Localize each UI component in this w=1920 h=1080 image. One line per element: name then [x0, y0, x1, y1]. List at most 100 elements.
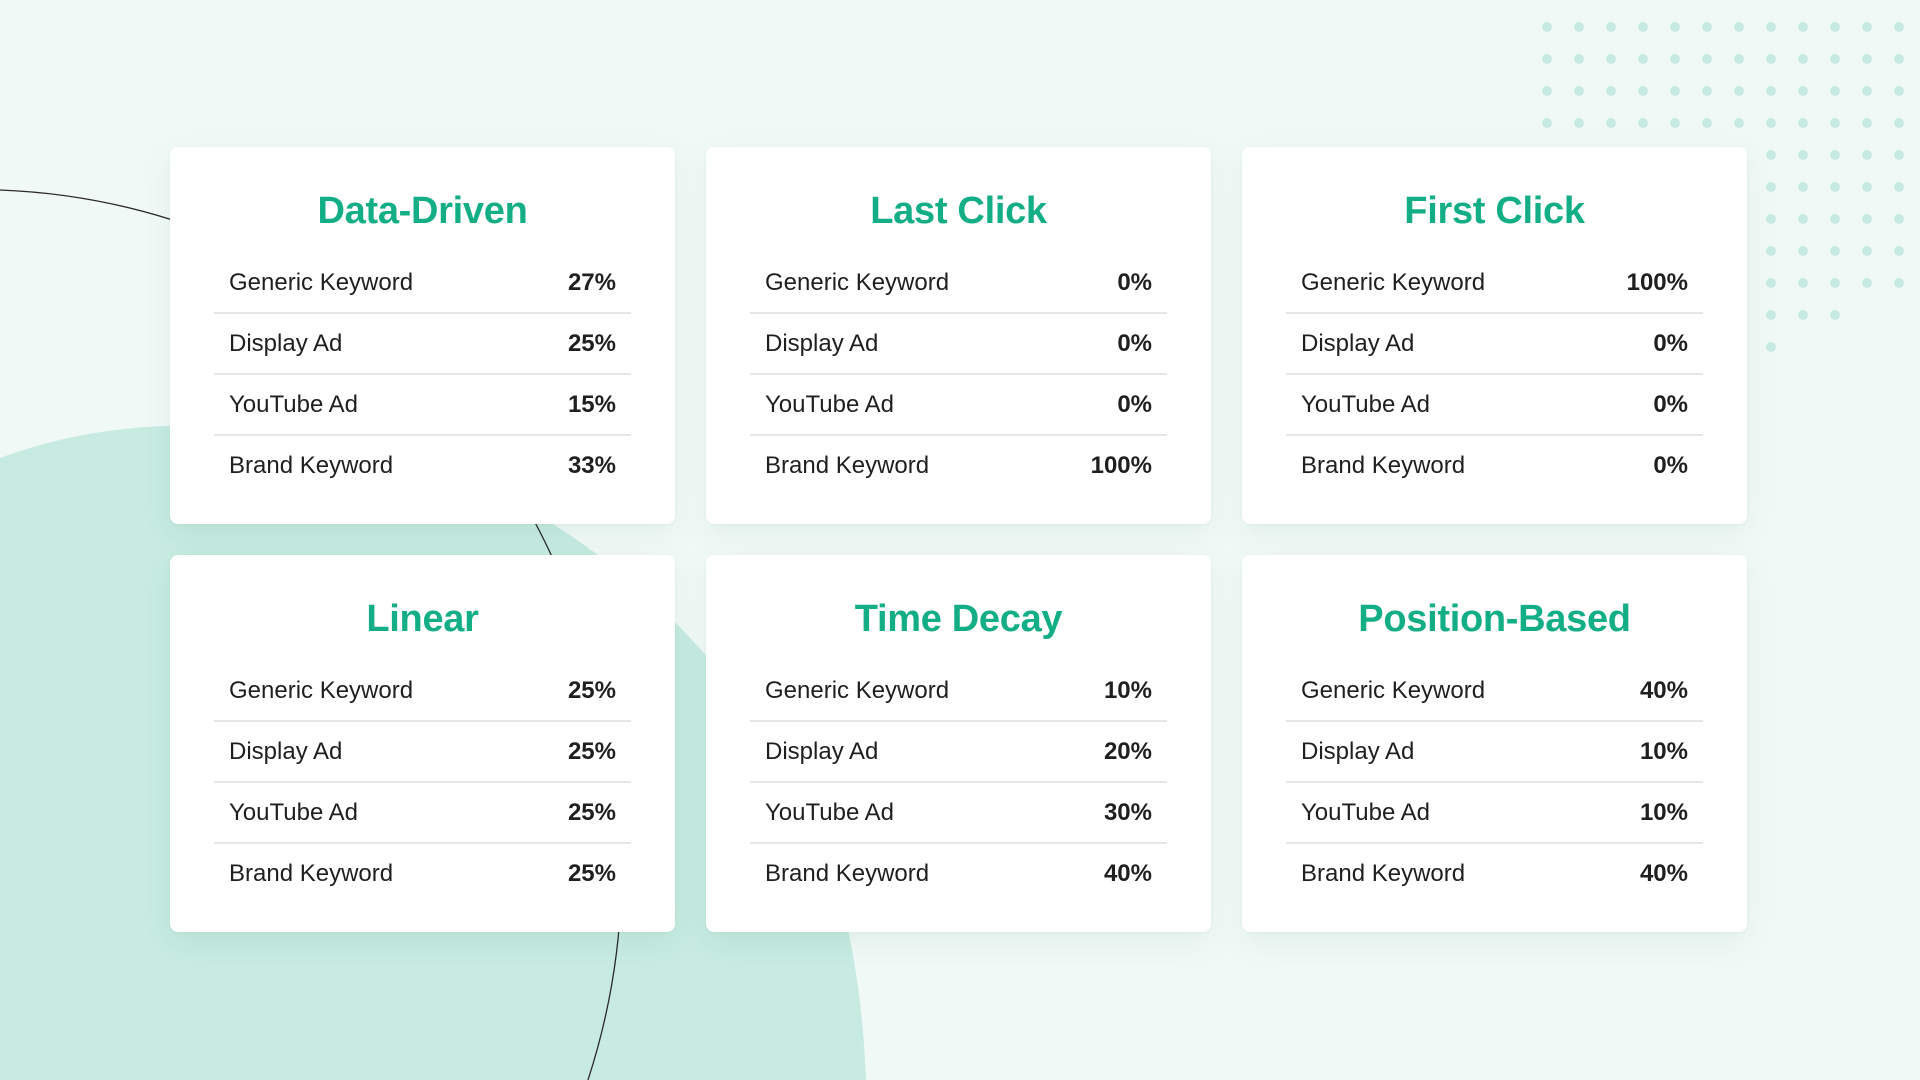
decor-dot	[1830, 246, 1840, 256]
channel-row: Brand Keyword 40%	[1286, 844, 1703, 903]
decor-dot	[1670, 22, 1680, 32]
decor-dot	[1894, 22, 1904, 32]
decor-dot	[1606, 86, 1616, 96]
decor-dot	[1830, 214, 1840, 224]
decor-dot	[1830, 310, 1840, 320]
channel-share: 10%	[1639, 737, 1688, 765]
channel-row: Brand Keyword 0%	[1286, 436, 1703, 495]
channel-label: YouTube Ad	[765, 390, 895, 418]
decor-dot	[1798, 214, 1808, 224]
decor-dot	[1766, 182, 1776, 192]
channel-row: YouTube Ad 25%	[214, 783, 631, 844]
channel-list: Generic Keyword 27% Display Ad 25% YouTube…	[214, 253, 631, 495]
decor-dot	[1766, 278, 1776, 288]
channel-label: YouTube Ad	[765, 798, 895, 826]
decor-dot	[1542, 22, 1552, 32]
channel-label: Brand Keyword	[1301, 859, 1466, 887]
decor-dot	[1734, 118, 1744, 128]
decor-dot	[1734, 54, 1744, 64]
channel-list: Generic Keyword 40% Display Ad 10% YouTube…	[1286, 661, 1703, 903]
channel-row: YouTube Ad 0%	[1286, 375, 1703, 436]
decor-dot	[1862, 54, 1872, 64]
decor-dot	[1574, 22, 1584, 32]
decor-dot	[1798, 182, 1808, 192]
decor-dot	[1894, 214, 1904, 224]
channel-label: Display Ad	[229, 329, 343, 357]
decor-dot	[1638, 22, 1648, 32]
decor-dot	[1830, 22, 1840, 32]
channel-share: 0%	[1653, 390, 1688, 418]
model-card-data-driven: Data-Driven Generic Keyword 27% Display A…	[170, 147, 675, 524]
channel-share: 40%	[1639, 676, 1688, 704]
decor-dot	[1542, 54, 1552, 64]
decor-dot	[1862, 214, 1872, 224]
decor-dot	[1894, 118, 1904, 128]
channel-row: YouTube Ad 15%	[214, 375, 631, 436]
channel-row: Generic Keyword 40%	[1286, 661, 1703, 722]
decor-dot	[1894, 278, 1904, 288]
model-title: Position-Based	[1358, 598, 1631, 640]
channel-label: Display Ad	[1301, 329, 1415, 357]
decor-dot	[1862, 150, 1872, 160]
decor-dot	[1702, 54, 1712, 64]
model-card-last-click: Last Click Generic Keyword 0% Display Ad 0…	[706, 147, 1211, 524]
attribution-models-grid: Data-Driven Generic Keyword 27% Display A…	[170, 147, 1750, 933]
channel-row: YouTube Ad 10%	[1286, 783, 1703, 844]
channel-row: Display Ad 0%	[750, 314, 1167, 375]
channel-row: Display Ad 0%	[1286, 314, 1703, 375]
channel-share: 40%	[1639, 859, 1688, 887]
decor-dot	[1766, 310, 1776, 320]
channel-share: 0%	[1117, 329, 1152, 357]
decor-dot	[1638, 86, 1648, 96]
channel-row: Brand Keyword 40%	[750, 844, 1167, 903]
decor-dot	[1894, 182, 1904, 192]
channel-row: Brand Keyword 100%	[750, 436, 1167, 495]
decor-dot	[1638, 54, 1648, 64]
decor-dot	[1574, 118, 1584, 128]
channel-share: 30%	[1103, 798, 1152, 826]
decor-dot	[1766, 246, 1776, 256]
decor-dot	[1574, 54, 1584, 64]
decor-dot	[1702, 22, 1712, 32]
channel-share: 15%	[567, 390, 616, 418]
decor-dot	[1766, 54, 1776, 64]
decor-dot	[1862, 22, 1872, 32]
decor-dot	[1542, 118, 1552, 128]
decor-dot	[1798, 118, 1808, 128]
decor-dot	[1798, 86, 1808, 96]
decor-dot	[1894, 54, 1904, 64]
channel-row: Generic Keyword 27%	[214, 253, 631, 314]
decor-dot	[1894, 86, 1904, 96]
decor-dot	[1734, 86, 1744, 96]
channel-share: 25%	[567, 859, 616, 887]
channel-label: Generic Keyword	[765, 676, 950, 704]
channel-label: Brand Keyword	[765, 859, 930, 887]
channel-list: Generic Keyword 25% Display Ad 25% YouTube…	[214, 661, 631, 903]
channel-label: Display Ad	[1301, 737, 1415, 765]
channel-row: Generic Keyword 0%	[750, 253, 1167, 314]
decor-dot	[1734, 22, 1744, 32]
channel-label: Brand Keyword	[229, 859, 394, 887]
channel-label: Generic Keyword	[229, 268, 414, 296]
decor-dot	[1670, 54, 1680, 64]
channel-label: Generic Keyword	[1301, 676, 1486, 704]
channel-label: YouTube Ad	[1301, 390, 1431, 418]
decor-dot	[1830, 86, 1840, 96]
channel-row: Display Ad 10%	[1286, 722, 1703, 783]
decor-dot	[1862, 118, 1872, 128]
decor-dot	[1798, 22, 1808, 32]
decor-dot	[1830, 150, 1840, 160]
channel-row: Display Ad 25%	[214, 722, 631, 783]
model-title: Time Decay	[854, 598, 1063, 640]
channel-label: Generic Keyword	[765, 268, 950, 296]
decor-dot	[1702, 118, 1712, 128]
decor-dot	[1638, 118, 1648, 128]
decor-dot	[1574, 86, 1584, 96]
decor-dot	[1798, 150, 1808, 160]
channel-label: Brand Keyword	[1301, 451, 1466, 479]
channel-row: Display Ad 25%	[214, 314, 631, 375]
decor-dot	[1862, 278, 1872, 288]
decor-dot	[1798, 310, 1808, 320]
model-title: First Click	[1404, 190, 1585, 232]
channel-row: Brand Keyword 33%	[214, 436, 631, 495]
